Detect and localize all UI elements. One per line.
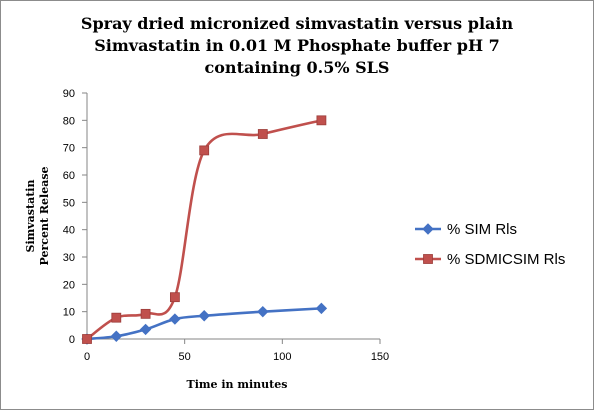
y-tick-label: 10 xyxy=(63,307,75,319)
y-tick-label: 90 xyxy=(63,88,75,100)
legend-marker-series-1 xyxy=(422,223,434,235)
y-tick-label: 30 xyxy=(63,252,75,264)
data-point-series-1 xyxy=(315,302,328,315)
data-point-series-2 xyxy=(82,334,92,344)
y-tick-label: 50 xyxy=(63,197,75,209)
legend-label-series-1: % SIM Rls xyxy=(447,221,517,238)
y-tick-label: 70 xyxy=(63,143,75,155)
x-axis-title: Time in minutes xyxy=(187,378,288,391)
data-point-series-2 xyxy=(257,129,268,139)
chart-title-line-1: Spray dried micronized simvastatin versu… xyxy=(81,14,514,33)
x-tick-label: 0 xyxy=(84,351,90,363)
x-tick-label: 150 xyxy=(371,351,389,363)
legend-label-series-2: % SDMICSIM Rls xyxy=(447,251,565,268)
y-axis-title-line-2: Percent Release xyxy=(38,166,51,265)
legend-marker-series-2 xyxy=(423,254,433,264)
data-point-series-1 xyxy=(257,305,269,318)
chart-title-line-2: Simvastatin in 0.01 M Phosphate buffer p… xyxy=(94,36,500,55)
y-tick-label: 20 xyxy=(63,279,75,291)
y-tick-label: 60 xyxy=(63,170,75,182)
data-point-series-1 xyxy=(198,310,210,322)
data-point-series-2 xyxy=(199,145,210,156)
data-point-series-1 xyxy=(110,330,123,342)
data-point-series-2 xyxy=(169,292,180,303)
data-point-series-2 xyxy=(140,308,151,319)
x-tick-label: 50 xyxy=(179,351,191,363)
data-point-series-1 xyxy=(169,313,181,325)
y-tick-label: 40 xyxy=(63,225,75,237)
x-tick-label: 100 xyxy=(273,351,291,363)
data-point-series-2 xyxy=(111,312,122,323)
y-tick-label: 80 xyxy=(63,115,75,127)
data-point-series-1 xyxy=(139,323,152,336)
y-tick-label: 0 xyxy=(69,334,75,346)
chart-title-line-3: containing 0.5% SLS xyxy=(205,58,390,77)
y-axis-title-line-1: Simvastatin xyxy=(24,180,37,253)
data-point-series-2 xyxy=(316,115,327,126)
